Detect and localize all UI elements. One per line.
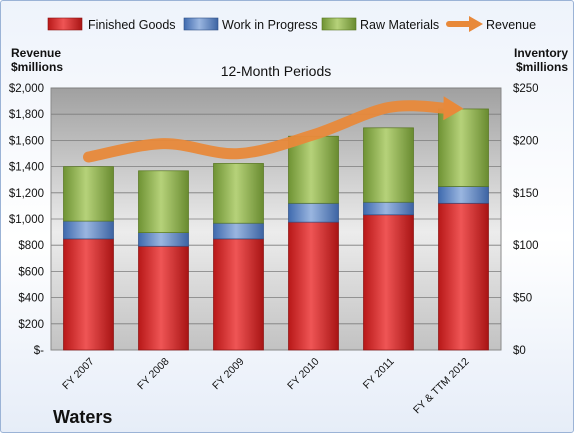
bars bbox=[63, 108, 489, 351]
bar-work-in-progress bbox=[138, 232, 189, 247]
legend: Finished Goods Work in Progress Raw Mate… bbox=[47, 16, 536, 32]
category-label: FY 2009 bbox=[210, 356, 247, 393]
bar-raw-materials bbox=[363, 127, 414, 203]
left-tick-label: $1,800 bbox=[9, 109, 44, 121]
bar-finished-goods bbox=[138, 245, 189, 351]
gridlines bbox=[51, 87, 501, 325]
right-tick-label: $50 bbox=[513, 293, 532, 305]
category-label: FY 2011 bbox=[361, 356, 397, 392]
category-label: FY 2007 bbox=[60, 356, 97, 393]
category-label: FY & TTM 2012 bbox=[411, 356, 472, 417]
company-name: Waters bbox=[53, 407, 112, 427]
revenue-line bbox=[83, 100, 454, 163]
left-tick-label: $- bbox=[34, 345, 44, 357]
left-axis-title-line1: Revenue bbox=[11, 46, 61, 60]
left-tick-label: $2,000 bbox=[9, 83, 44, 95]
chart-title: 12-Month Periods bbox=[221, 63, 332, 79]
left-tick-label: $1,200 bbox=[9, 188, 44, 200]
legend-label-raw-materials: Raw Materials bbox=[360, 18, 439, 32]
right-tick-label: $200 bbox=[513, 135, 539, 147]
bar-work-in-progress bbox=[213, 222, 264, 240]
right-axis-title-line2: $millions bbox=[516, 60, 568, 74]
left-axis-title-line2: $millions bbox=[11, 60, 63, 74]
bar-finished-goods bbox=[213, 238, 264, 351]
right-tick-label: $150 bbox=[513, 188, 539, 200]
bar-raw-materials bbox=[138, 170, 189, 233]
bar-work-in-progress bbox=[63, 220, 114, 240]
bar-work-in-progress bbox=[438, 186, 489, 204]
left-tick-label: $800 bbox=[18, 240, 44, 252]
legend-revenue-arrowhead bbox=[469, 16, 483, 32]
revenue-arrowhead bbox=[443, 96, 464, 121]
left-tick-label: $1,400 bbox=[9, 162, 44, 174]
legend-label-work-in-progress: Work in Progress bbox=[222, 18, 318, 32]
bar-finished-goods bbox=[63, 238, 114, 351]
left-tick-label: $1,600 bbox=[9, 135, 44, 147]
bar-work-in-progress bbox=[363, 201, 414, 216]
bar-work-in-progress bbox=[288, 202, 339, 223]
left-tick-label: $400 bbox=[18, 293, 44, 305]
bar-finished-goods bbox=[438, 202, 489, 351]
right-tick-label: $0 bbox=[513, 345, 526, 357]
legend-label-finished-goods: Finished Goods bbox=[88, 18, 176, 32]
left-tick-label: $600 bbox=[18, 266, 44, 278]
bar-raw-materials bbox=[63, 166, 114, 222]
left-tick-label: $1,000 bbox=[9, 214, 44, 226]
legend-swatch-raw-materials bbox=[321, 17, 357, 31]
legend-swatch-work-in-progress bbox=[183, 17, 219, 31]
legend-label-revenue: Revenue bbox=[486, 18, 536, 32]
bar-raw-materials bbox=[288, 135, 339, 204]
bar-raw-materials bbox=[213, 163, 264, 224]
right-tick-label: $250 bbox=[513, 83, 539, 95]
bar-finished-goods bbox=[363, 214, 414, 351]
revenue-line-layer bbox=[83, 96, 464, 163]
bar-raw-materials bbox=[438, 108, 489, 187]
right-tick-label: $100 bbox=[513, 240, 539, 252]
category-label: FY 2010 bbox=[285, 356, 322, 393]
category-label: FY 2008 bbox=[135, 356, 172, 393]
right-axis-title-line1: Inventory bbox=[514, 46, 568, 60]
legend-swatch-finished-goods bbox=[47, 17, 83, 31]
left-tick-label: $200 bbox=[18, 319, 44, 331]
bar-finished-goods bbox=[288, 221, 339, 351]
